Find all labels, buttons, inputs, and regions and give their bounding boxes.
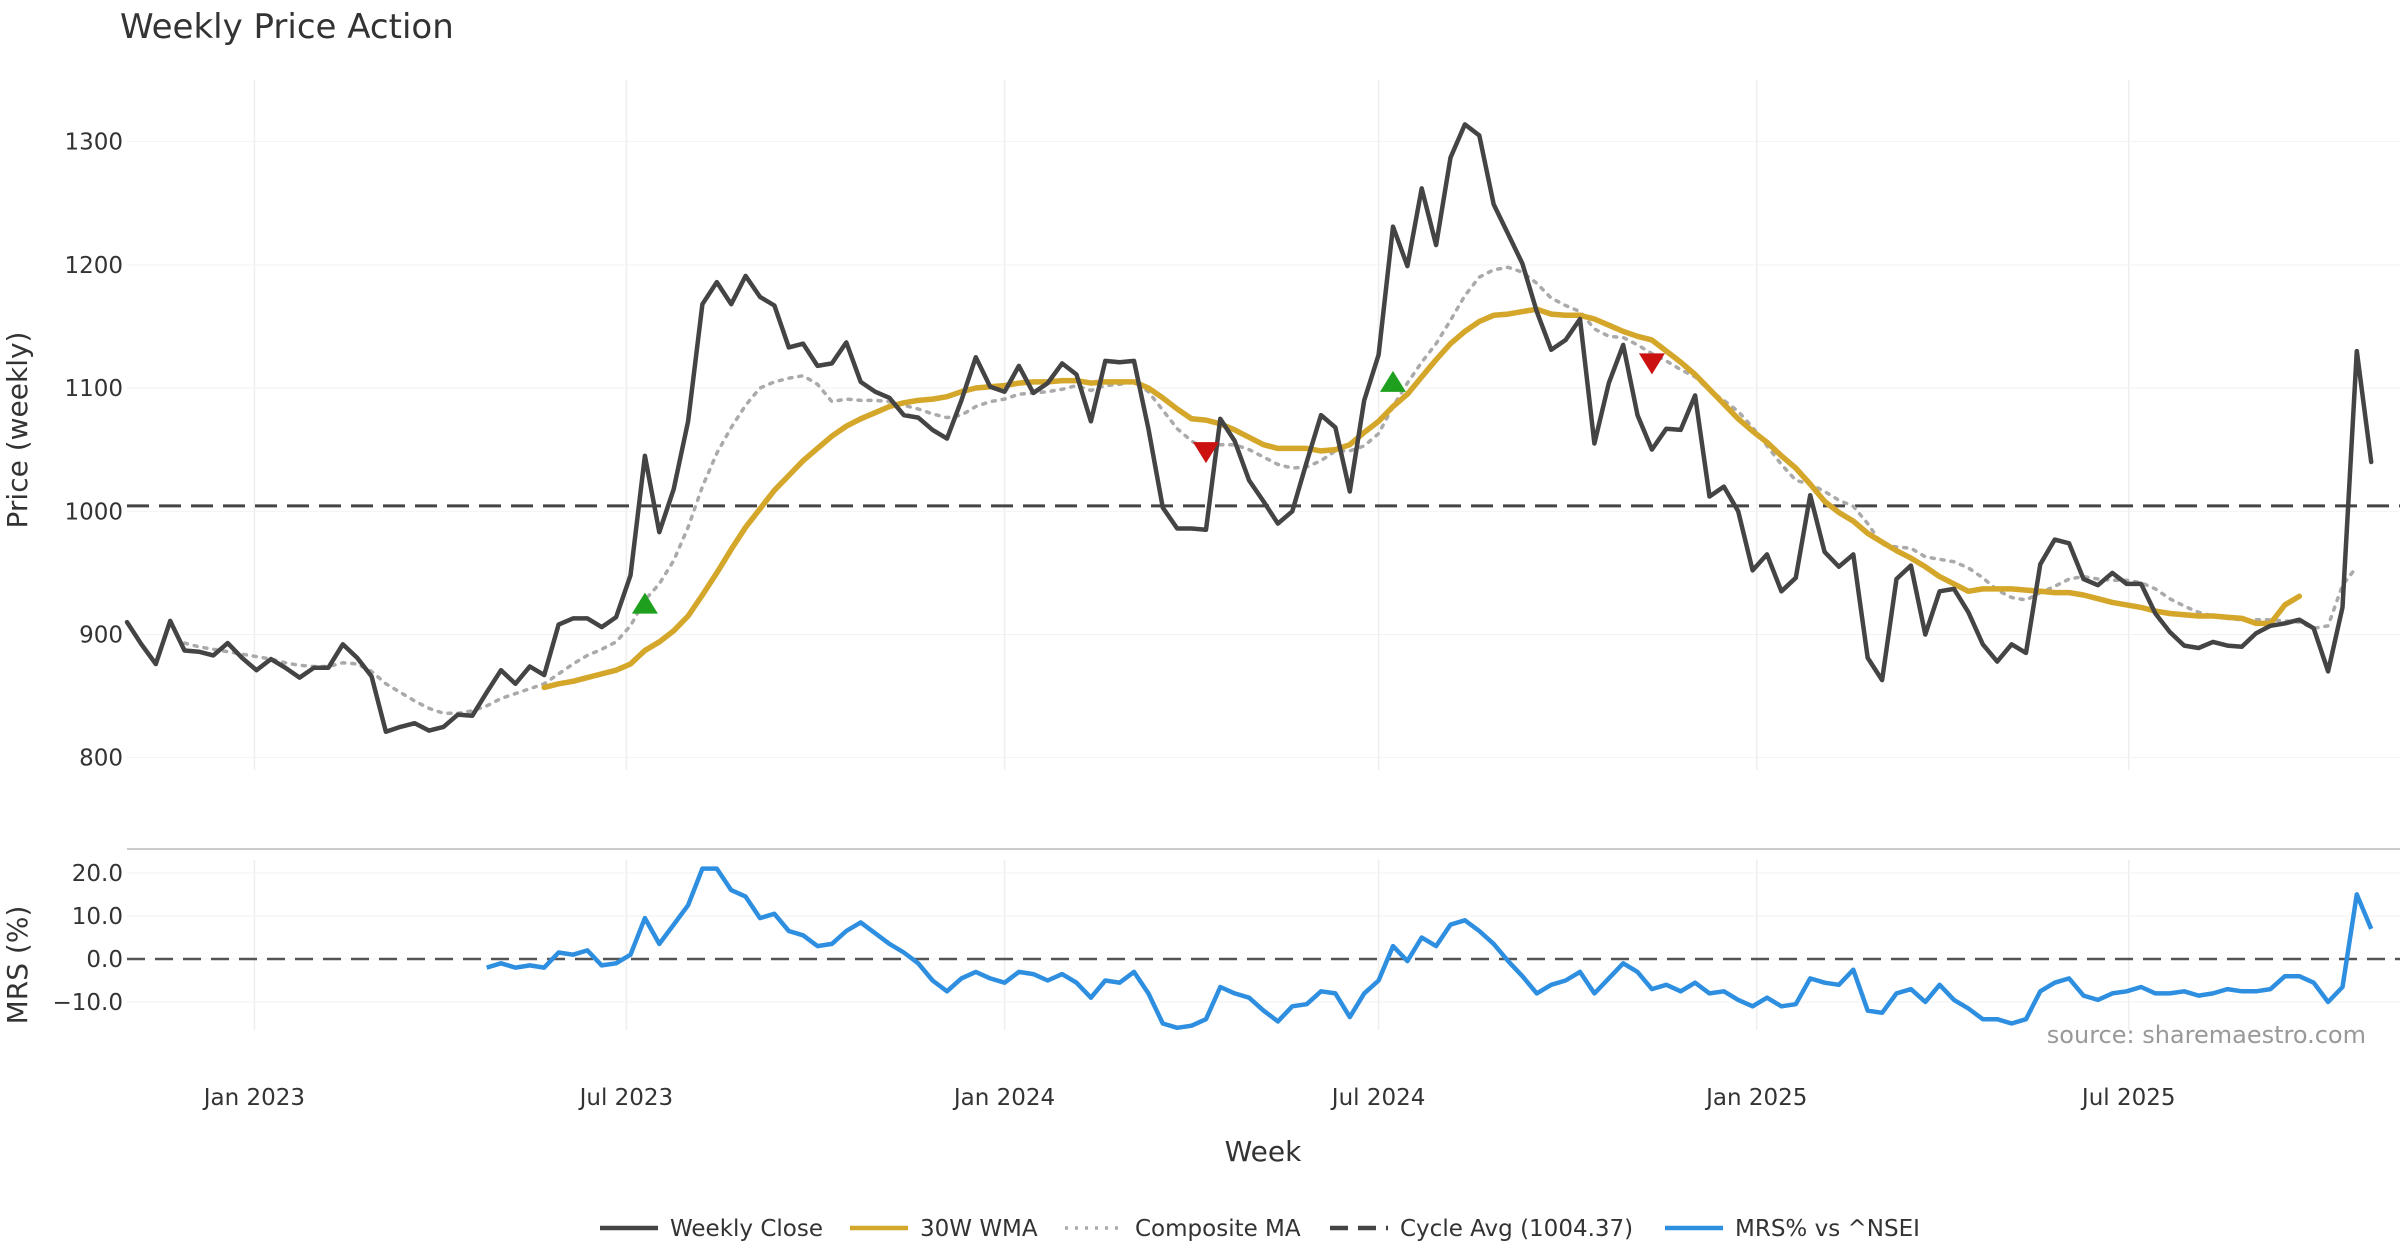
price-y-tick-label: 1300 xyxy=(64,130,123,156)
series-line-composite-ma xyxy=(182,265,2359,716)
x-tick-label: Jul 2023 xyxy=(578,1085,674,1111)
mrs-series xyxy=(486,866,2374,1031)
price-y-tick-label: 900 xyxy=(79,622,123,648)
price-y-tick-label: 1200 xyxy=(64,253,123,279)
buy-signal-marker xyxy=(631,592,658,614)
legend-label: 30W WMA xyxy=(920,1216,1038,1242)
legend-item: Weekly Close xyxy=(600,1216,823,1242)
price-y-tick-label: 1000 xyxy=(64,499,123,525)
legend: Weekly Close 30W WMA Composite MA Cycle Avg… xyxy=(600,1216,1920,1242)
sell-signal-marker xyxy=(1192,442,1219,464)
x-tick-label: Jan 2025 xyxy=(1704,1085,1807,1111)
legend-item: Composite MA xyxy=(1065,1216,1301,1242)
chart-title: Weekly Price Action xyxy=(120,7,454,47)
legend-item: Cycle Avg (1004.37) xyxy=(1330,1216,1633,1242)
price-series xyxy=(124,122,2374,735)
legend-label: Weekly Close xyxy=(670,1216,823,1242)
mrs-y-tick-label: 0.0 xyxy=(86,947,123,973)
mrs-y-axis-title: MRS (%) xyxy=(1,906,34,1025)
watermark: source: sharemaestro.com xyxy=(2047,1021,2366,1049)
mrs-y-tick-label: 10.0 xyxy=(72,904,123,930)
price-gridlines xyxy=(127,80,2400,770)
price-y-ticks: 800 900 1000 1100 1200 1300 xyxy=(64,130,123,772)
signal-markers xyxy=(631,353,1665,614)
x-tick-label: Jan 2024 xyxy=(952,1085,1055,1111)
sell-signal-marker xyxy=(1638,353,1665,375)
legend-item: 30W WMA xyxy=(850,1216,1038,1242)
legend-label: Cycle Avg (1004.37) xyxy=(1400,1216,1633,1242)
series-line-30w-wma xyxy=(541,306,2303,691)
mrs-y-tick-label: −10.0 xyxy=(53,990,123,1016)
price-y-axis-title: Price (weekly) xyxy=(1,332,34,529)
x-axis-title: Week xyxy=(1225,1135,1302,1168)
x-tick-label: Jul 2025 xyxy=(2080,1085,2176,1111)
mrs-y-ticks: 20.0 10.0 0.0 −10.0 xyxy=(53,861,123,1016)
mrs-panel: 20.0 10.0 0.0 −10.0 MRS (%) source: sharema… xyxy=(1,860,2400,1049)
mrs-gridlines xyxy=(127,860,2400,1030)
legend-label: MRS% vs ^NSEI xyxy=(1735,1216,1920,1242)
price-panel: 800 900 1000 1100 1200 1300 Price (weekly) xyxy=(1,80,2400,772)
legend-label: Composite MA xyxy=(1135,1216,1301,1242)
price-y-tick-label: 1100 xyxy=(64,376,123,402)
x-axis-ticks: Jan 2023 Jul 2023 Jan 2024 Jul 2024 Jan 2025… xyxy=(202,1085,2176,1111)
price-y-tick-label: 800 xyxy=(79,746,123,772)
series-line-mrs xyxy=(486,866,2374,1031)
buy-signal-marker xyxy=(1379,370,1406,392)
mrs-y-tick-label: 20.0 xyxy=(72,861,123,887)
x-tick-label: Jan 2023 xyxy=(202,1085,305,1111)
legend-item: MRS% vs ^NSEI xyxy=(1665,1216,1920,1242)
x-tick-label: Jul 2024 xyxy=(1330,1085,1426,1111)
series-line-weekly-close xyxy=(124,122,2374,735)
